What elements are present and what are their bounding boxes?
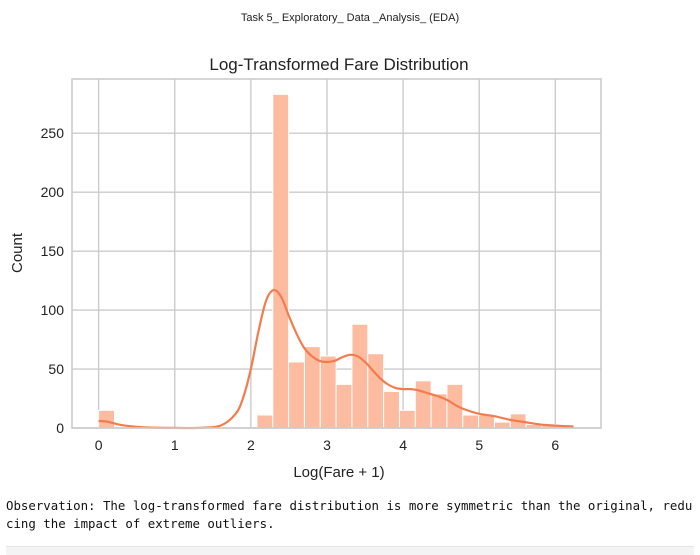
observation-text: Observation: The log-transformed fare di… xyxy=(6,498,693,531)
axes-frame xyxy=(71,78,602,429)
histogram-bar xyxy=(398,409,416,429)
notebook-header: Task 5_ Exploratory_ Data _Analysis_ (ED… xyxy=(240,12,460,24)
next-notebook-cell xyxy=(6,546,694,555)
x-tick-label: 6 xyxy=(551,437,559,453)
histogram-bar xyxy=(462,414,480,429)
y-tick-label: 50 xyxy=(48,361,64,377)
y-tick-label: 0 xyxy=(56,420,64,436)
histogram-bar xyxy=(351,323,369,429)
histogram-bar xyxy=(98,409,115,429)
x-tick-label: 4 xyxy=(399,437,407,453)
histogram-bar xyxy=(383,390,400,429)
histogram-bar xyxy=(493,421,511,429)
chart-title: Log-Transformed Fare Distribution xyxy=(209,55,468,74)
histogram-bar xyxy=(288,361,305,429)
x-tick-label: 0 xyxy=(95,437,103,453)
y-tick-label: 150 xyxy=(41,243,65,259)
fare-histogram-chart: 0 1 2 3 4 5 6 0 50 100 150 200 250 Log-Transformed … xyxy=(0,42,612,490)
kde-curve xyxy=(98,288,574,430)
histogram-bar xyxy=(272,93,290,429)
histogram-bar xyxy=(367,353,385,429)
y-tick-label: 200 xyxy=(41,184,65,200)
x-axis-label: Log(Fare + 1) xyxy=(293,464,384,481)
x-tick-label: 3 xyxy=(323,437,331,453)
x-tick-label: 1 xyxy=(171,437,179,453)
x-tick-labels: 0 1 2 3 4 5 6 xyxy=(95,437,560,453)
histogram-bar xyxy=(319,355,337,429)
histogram-bar xyxy=(478,414,495,429)
histogram-bar xyxy=(335,383,353,429)
histogram-bar xyxy=(256,414,274,429)
y-tick-label: 250 xyxy=(41,125,65,141)
y-tick-label: 100 xyxy=(41,302,65,318)
y-tick-labels: 0 50 100 150 200 250 xyxy=(41,125,65,436)
histogram-bar xyxy=(446,383,464,429)
x-tick-label: 2 xyxy=(247,437,255,453)
histogram-bar xyxy=(303,346,321,429)
histogram-bar xyxy=(414,380,432,429)
histogram-bars xyxy=(98,93,575,429)
y-axis-label: Count xyxy=(9,232,26,273)
x-tick-label: 5 xyxy=(475,437,483,453)
